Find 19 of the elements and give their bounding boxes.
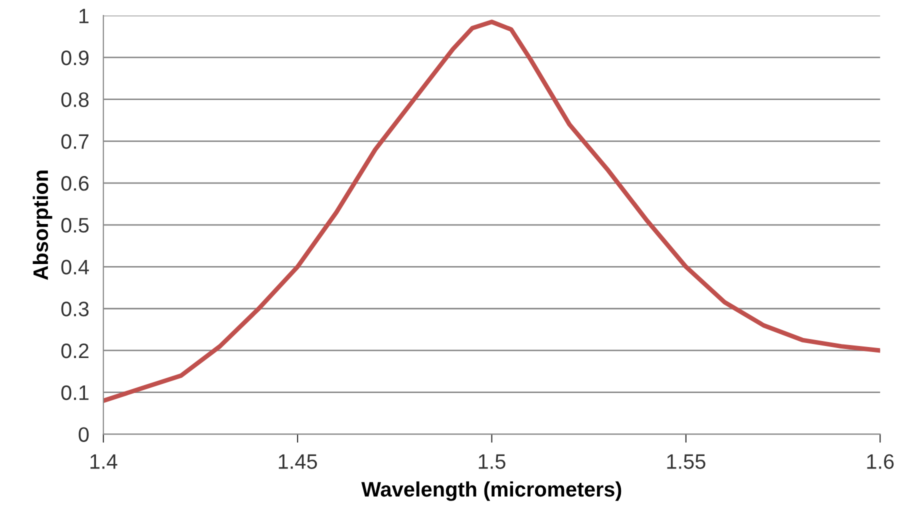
x-tick-label: 1.55 (667, 454, 706, 469)
y-tick-label: 0.1 (61, 385, 88, 400)
y-tick-label: 0.9 (61, 50, 89, 66)
x-tick-label: 1.5 (478, 454, 506, 469)
x-tick-label: 1.6 (867, 454, 894, 469)
x-tick-label: 1.45 (278, 454, 317, 469)
y-tick-label: 0.6 (61, 176, 89, 191)
y-tick-label: 1 (80, 8, 88, 24)
y-tick-label: 0.2 (61, 343, 88, 358)
y-axis-title: Absorption (32, 170, 52, 280)
x-axis-title: Wavelength (micrometers) (361, 481, 622, 501)
y-tick-label: 0 (78, 427, 89, 442)
y-tick-label: 0.3 (61, 302, 89, 316)
y-tick-label: 0.7 (61, 134, 88, 149)
x-tick-label: 1.4 (90, 454, 118, 469)
line-series (103, 20, 880, 403)
y-tick-label: 0.4 (61, 260, 89, 275)
y-tick-label: 0.8 (61, 92, 89, 108)
y-tick-label: 0.5 (61, 218, 89, 233)
